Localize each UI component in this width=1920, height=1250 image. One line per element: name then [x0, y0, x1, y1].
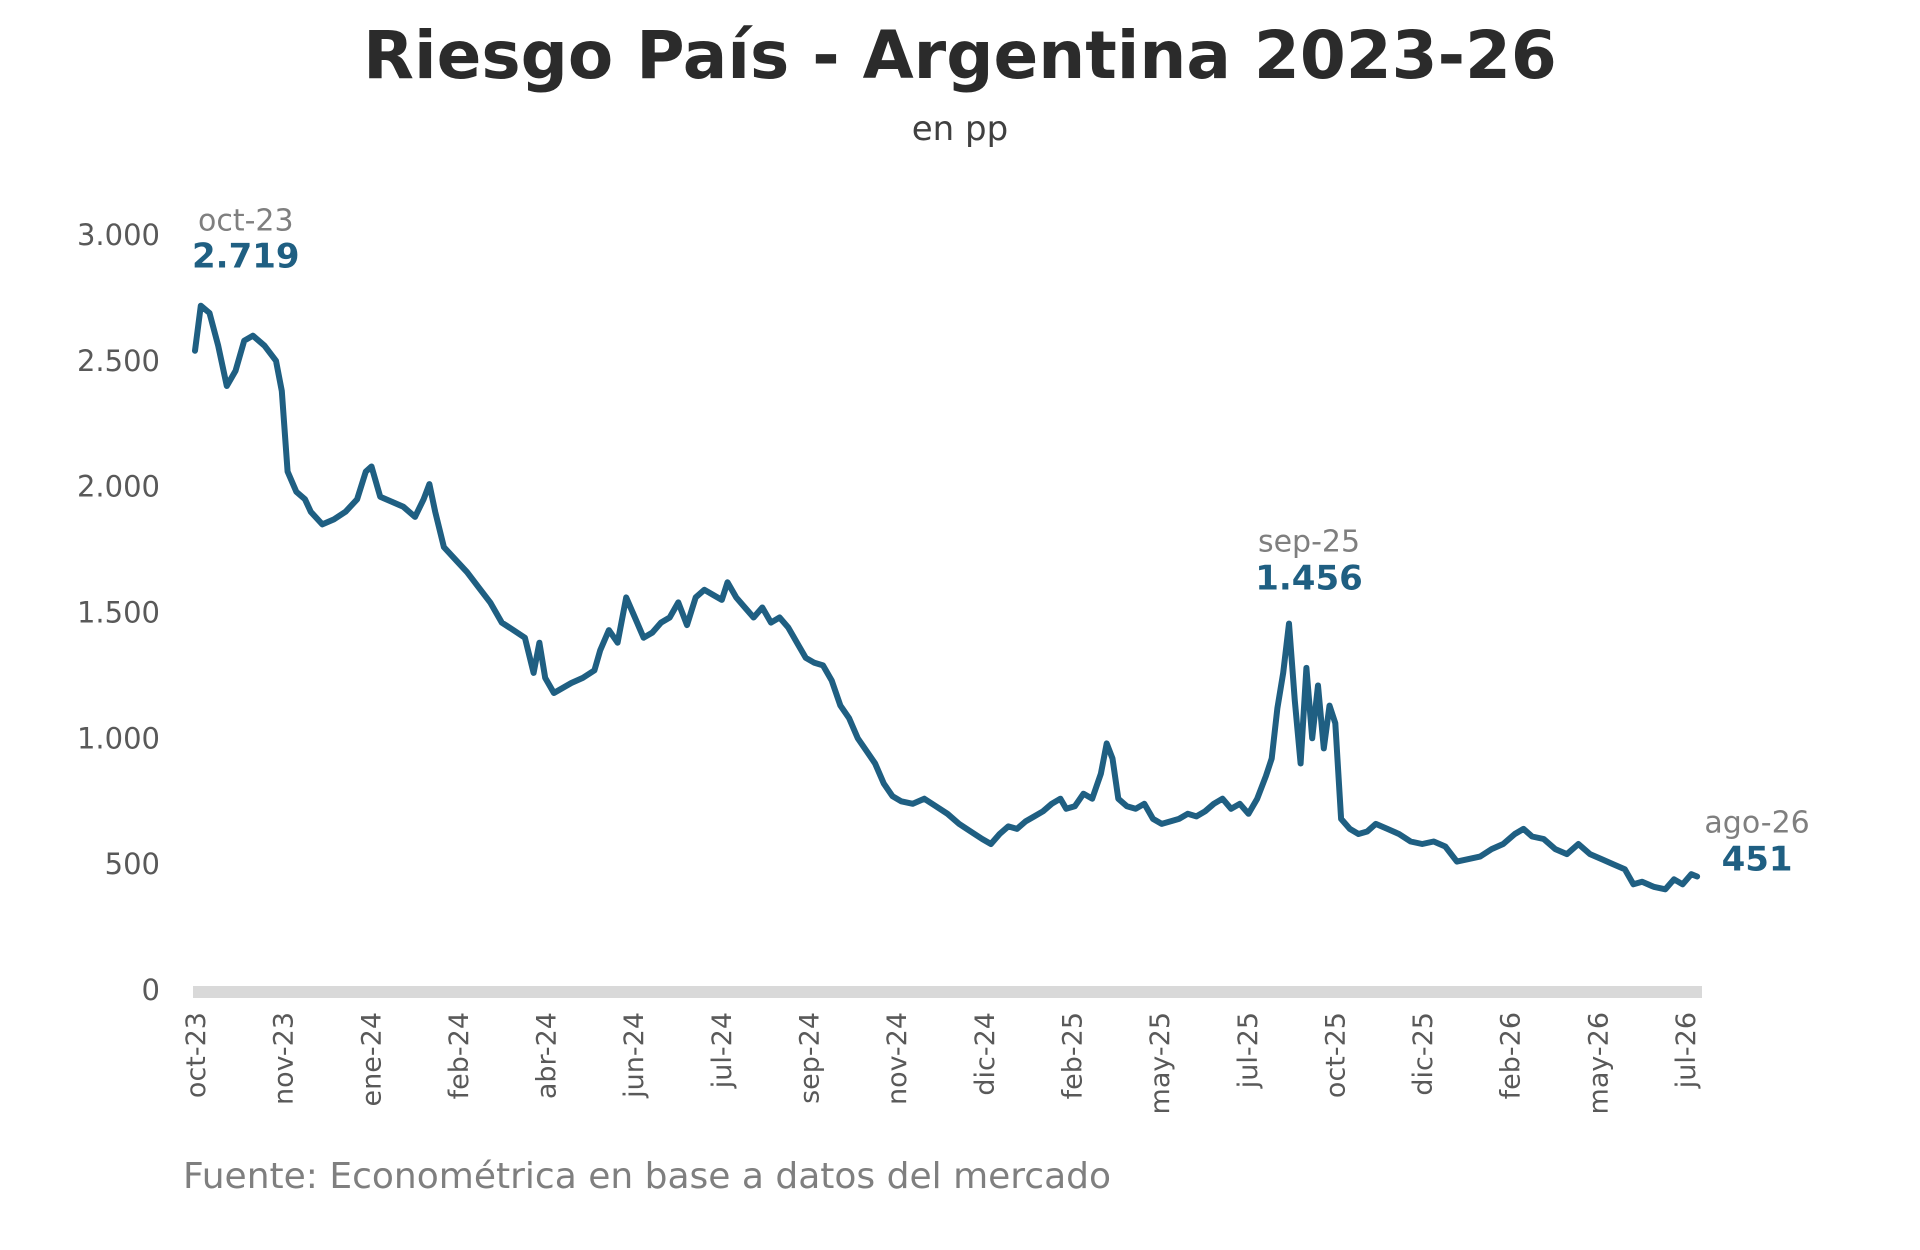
x-axis-ticks: oct-23 nov-23 ene-24 feb-24 abr-24 jun-24 jul-…	[181, 1012, 1702, 1114]
x-tick-label: feb-24	[444, 1012, 475, 1099]
x-tick-label: abr-24	[532, 1012, 563, 1099]
x-tick-label: may-25	[1145, 1012, 1176, 1114]
annotation-date: oct-23	[198, 204, 294, 239]
chart-title: Riesgo País - Argentina 2023-26	[363, 17, 1557, 94]
x-tick-label: jun-24	[619, 1012, 650, 1099]
x-tick-label: oct-23	[181, 1012, 212, 1098]
annotation-value: 2.719	[192, 237, 300, 277]
chart-subtitle: en pp	[912, 109, 1008, 149]
y-tick-label: 2.500	[77, 344, 160, 378]
y-tick-label: 1.500	[77, 596, 160, 630]
y-tick-label: 500	[105, 847, 160, 881]
annotation-date: sep-25	[1258, 525, 1360, 560]
x-tick-label: jul-25	[1233, 1012, 1264, 1089]
y-tick-label: 3.000	[77, 218, 160, 252]
x-axis-line	[193, 986, 1702, 998]
x-tick-label: nov-24	[882, 1012, 913, 1105]
x-tick-label: feb-25	[1057, 1012, 1088, 1099]
x-tick-label: oct-25	[1320, 1012, 1351, 1098]
source-note: Fuente: Econométrica en base a datos del…	[183, 1156, 1111, 1197]
annotation-date: ago-26	[1704, 805, 1809, 840]
x-tick-label: dic-24	[970, 1012, 1001, 1096]
y-tick-label: 1.000	[77, 721, 160, 755]
annotation-value: 1.456	[1255, 559, 1363, 599]
x-tick-label: may-26	[1583, 1012, 1614, 1114]
x-tick-label: ene-24	[356, 1012, 387, 1106]
series-line	[192, 302, 1701, 893]
annotation-value: 451	[1722, 839, 1793, 879]
y-tick-label: 0	[142, 973, 160, 1007]
x-tick-label: sep-24	[795, 1012, 826, 1104]
y-tick-label: 2.000	[77, 470, 160, 504]
x-tick-label: dic-25	[1408, 1012, 1439, 1096]
x-tick-label: nov-23	[269, 1012, 300, 1105]
y-axis-ticks: 0 500 1.000 1.500 2.000 2.500 3.000	[77, 218, 160, 1007]
x-tick-label: feb-26	[1496, 1012, 1527, 1099]
x-tick-label: jul-24	[707, 1012, 738, 1089]
x-tick-label: jul-26	[1671, 1012, 1702, 1089]
